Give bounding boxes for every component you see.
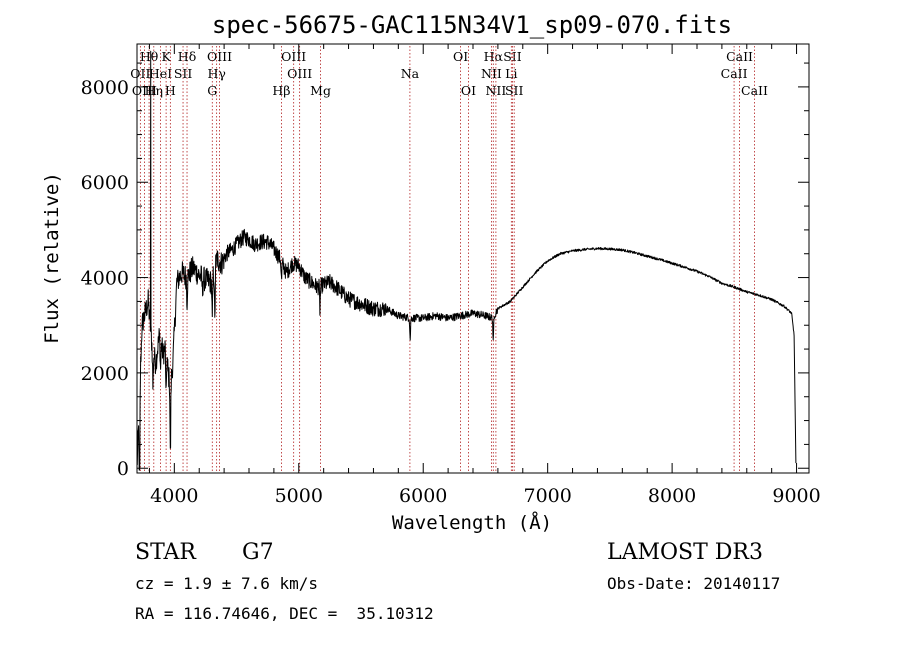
line-marker-label: HeI bbox=[149, 66, 172, 81]
x-tick-label: 9000 bbox=[772, 485, 820, 507]
x-tick-label: 8000 bbox=[648, 485, 696, 507]
x-axis: 4000 5000 6000 7000 8000 9000 bbox=[148, 44, 821, 507]
line-marker-label: Mg bbox=[310, 83, 331, 98]
line-marker-label: NII bbox=[485, 83, 506, 98]
line-marker-label: OII bbox=[130, 66, 150, 81]
line-marker-label: Li bbox=[505, 66, 517, 81]
line-marker-label: Hα bbox=[484, 49, 504, 64]
line-marker-label: OIII bbox=[287, 66, 312, 81]
y-tick-label: 2000 bbox=[81, 363, 129, 385]
object-class: STAR bbox=[135, 540, 196, 565]
survey-name: LAMOST DR3 bbox=[607, 540, 763, 565]
line-marker-label: H bbox=[165, 83, 176, 98]
line-marker-label: CaII bbox=[726, 49, 753, 64]
line-marker-label: CaII bbox=[721, 66, 748, 81]
x-tick-label: 7000 bbox=[523, 485, 571, 507]
line-marker-label: K bbox=[161, 49, 171, 64]
line-marker-label: Hδ bbox=[178, 49, 196, 64]
line-marker-label: CaII bbox=[741, 83, 768, 98]
line-marker-label: Hη bbox=[145, 83, 163, 98]
line-marker-label: Hγ bbox=[207, 66, 225, 81]
y-axis: 0 2000 4000 6000 8000 bbox=[81, 62, 809, 480]
spectrum-chart: spec-56675-GAC115N34V1_sp09-070.fits Hθ O… bbox=[41, 11, 821, 534]
coordinates: RA = 116.74646, DEC = 35.10312 bbox=[135, 604, 434, 623]
redshift-readout: cz = 1.9 ± 7.6 km/s bbox=[135, 574, 319, 593]
line-marker-label: G bbox=[207, 83, 217, 98]
obs-date: Obs-Date: 20140117 bbox=[607, 574, 781, 593]
y-tick-label: 0 bbox=[117, 458, 129, 480]
x-axis-label: Wavelength (Å) bbox=[392, 511, 552, 534]
x-tick-label: 5000 bbox=[275, 485, 323, 507]
line-marker-label: Hθ bbox=[140, 49, 158, 64]
y-tick-label: 8000 bbox=[81, 77, 129, 99]
chart-title: spec-56675-GAC115N34V1_sp09-070.fits bbox=[212, 11, 732, 39]
x-tick-label: 6000 bbox=[399, 485, 447, 507]
line-marker-label: SII bbox=[174, 66, 193, 81]
line-marker-label: SII bbox=[505, 83, 524, 98]
y-tick-label: 6000 bbox=[81, 172, 129, 194]
line-marker-label: OIII bbox=[207, 49, 232, 64]
plot-frame bbox=[136, 43, 810, 474]
line-marker-label: OI bbox=[461, 83, 476, 98]
line-marker-label: Hβ bbox=[272, 83, 290, 98]
y-tick-label: 4000 bbox=[81, 268, 129, 290]
object-subclass: G7 bbox=[242, 540, 274, 565]
y-axis-label: Flux (relative) bbox=[41, 172, 63, 344]
line-marker-label: NII bbox=[481, 66, 502, 81]
spectrum-line bbox=[136, 50, 797, 471]
spectrum-series bbox=[136, 50, 797, 471]
line-marker-label: OIII bbox=[281, 49, 306, 64]
line-marker-label: Na bbox=[401, 66, 420, 81]
line-marker-label: OI bbox=[453, 49, 468, 64]
x-tick-label: 4000 bbox=[150, 485, 198, 507]
line-marker-label: SII bbox=[503, 49, 522, 64]
